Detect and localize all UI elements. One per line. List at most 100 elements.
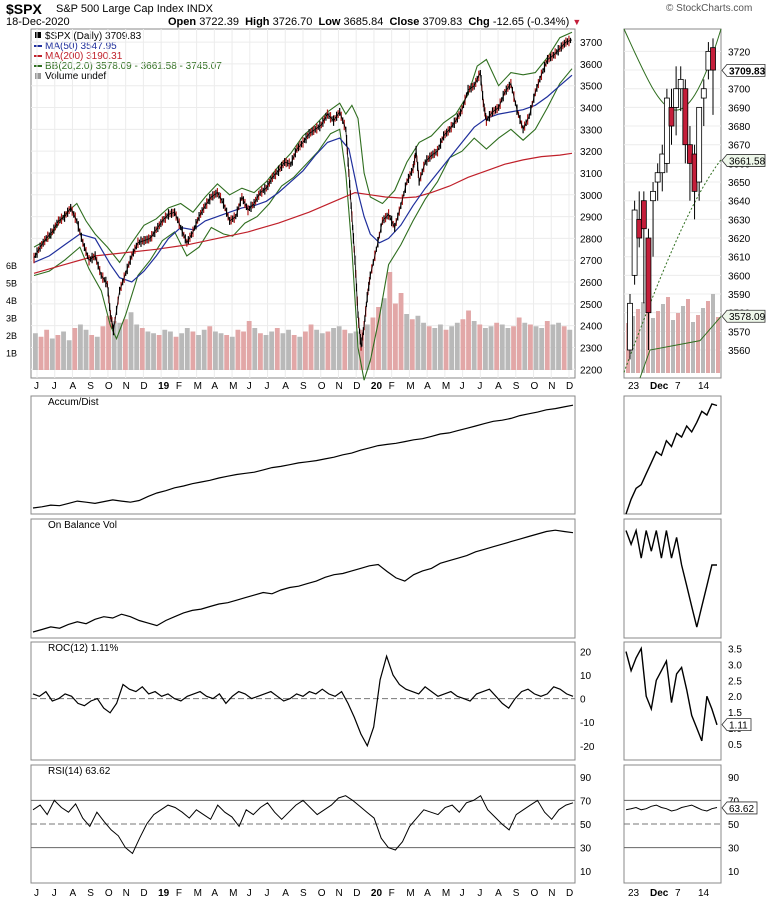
zoom-roc-y-tick-label: 1.5	[728, 708, 742, 719]
rsi-y-tick-label: 50	[580, 820, 592, 831]
roc-title: ROC(12) 1.11%	[48, 643, 119, 654]
legend-volume: Volume undef	[45, 71, 106, 82]
rsi-line	[32, 794, 574, 855]
volume-bar	[213, 331, 218, 370]
x-tick-label-bottom: M	[442, 888, 450, 899]
last-price-tag: 3709.83	[729, 66, 766, 77]
volume-bar	[353, 331, 359, 370]
y-tick-label: 3700	[580, 38, 603, 49]
volume-bar	[370, 317, 376, 370]
zoom-roc-y-tick-label: 3.5	[728, 644, 742, 655]
volume-bar	[494, 322, 500, 370]
volume-bar	[511, 326, 516, 370]
zoom-accum-dist-line	[625, 403, 718, 515]
zoom-candle-body	[645, 237, 652, 314]
zoom-frame-ad	[623, 395, 722, 515]
legend-price: $SPX (Daily) 3709.83	[45, 31, 142, 42]
bb-mid-tag-box	[721, 154, 766, 167]
zoom-volume-bar	[701, 308, 705, 373]
zoom-x-tick-label: 23	[628, 381, 640, 392]
zoom-volume-bar	[631, 316, 635, 373]
zoom-y-tick-label: 3700	[728, 85, 751, 96]
volume-bar	[376, 307, 381, 370]
volume-tick-label: 6B	[6, 261, 17, 271]
roc-y-tick-label: -20	[580, 742, 595, 753]
zoom-y-tick-label: 3640	[728, 197, 751, 208]
zoom-bb-lower	[639, 316, 722, 379]
x-tick-label: S	[87, 381, 94, 392]
x-tick-label-bottom: M	[406, 888, 414, 899]
volume-bar	[342, 329, 348, 370]
zoom-candle-body	[696, 106, 703, 183]
x-tick-label-bottom: J	[34, 888, 39, 899]
volume-bar	[117, 322, 123, 370]
zoom-y-tick-label: 3610	[728, 253, 751, 264]
y-tick-label: 2900	[580, 213, 603, 224]
open-value: 3722.39	[199, 16, 239, 28]
rsi-y-tick-label: 90	[580, 773, 592, 784]
zoom-candle-body	[640, 200, 647, 230]
volume-bar	[89, 335, 95, 370]
x-tick-label-bottom: M	[229, 888, 237, 899]
volume-bar	[184, 328, 190, 370]
zoom-roc-line	[625, 646, 718, 742]
zoom-x-tick-label: 14	[698, 381, 710, 392]
panel-frame-obv	[30, 518, 576, 639]
x-tick-label-bottom: A	[69, 888, 76, 899]
volume-bar	[286, 329, 291, 370]
x-tick-label: F	[389, 381, 395, 392]
volume-bar	[269, 331, 275, 370]
zoom-y-tick-label: 3650	[728, 178, 751, 189]
legend-ma200: MA(200) 3190.31	[45, 51, 123, 62]
volume-bar	[49, 338, 55, 370]
zoom-volume-bar	[716, 317, 720, 373]
x-tick-label: J	[460, 381, 465, 392]
close-label: Close	[389, 16, 420, 28]
volume-tick-label: 5B	[6, 279, 17, 289]
volume-bar	[544, 321, 550, 370]
volume-bar	[111, 321, 117, 370]
zoom-y-tick-label: 3690	[728, 103, 751, 114]
volume-bar	[556, 322, 561, 370]
volume-bar	[201, 329, 207, 370]
zoom-rsi-line	[625, 804, 718, 812]
y-tick-label: 2300	[580, 343, 603, 354]
x-tick-label: N	[123, 381, 130, 392]
zoom-roc-y-tick-label: 2.5	[728, 676, 742, 687]
volume-bar	[252, 328, 258, 370]
x-tick-label: J	[265, 381, 270, 392]
volume-bar	[567, 329, 573, 370]
legend-price-swatch	[35, 32, 41, 38]
zoom-y-tick-label: 3600	[728, 271, 751, 282]
x-tick-label: O	[105, 381, 113, 392]
x-tick-label-bottom: A	[424, 888, 431, 899]
x-tick-label: J	[34, 381, 39, 392]
x-tick-label-bottom: 19	[158, 888, 170, 899]
volume-bar	[297, 336, 303, 370]
zoom-y-tick-label: 3560	[728, 346, 751, 357]
obv-line	[32, 529, 574, 633]
zoom-y-tick-label: 3620	[728, 234, 751, 245]
volume-bar	[539, 328, 545, 370]
x-tick-label-bottom: N	[123, 888, 130, 899]
zoom-candle-body	[677, 78, 684, 90]
volume-bar	[319, 333, 325, 370]
rsi-y-tick-label: 70	[580, 796, 592, 807]
y-tick-label: 3100	[580, 169, 603, 180]
x-tick-label-bottom: N	[548, 888, 555, 899]
bollinger-upper-line	[33, 31, 573, 264]
zoom-volume-bar	[681, 306, 685, 373]
volume-bar	[196, 335, 201, 370]
volume-tick-label: 1B	[6, 349, 17, 359]
legend-ma50: MA(50) 3547.95	[45, 41, 117, 52]
x-tick-label-bottom: J	[52, 888, 57, 899]
zoom-rsi-tag: 63.62	[729, 804, 754, 815]
volume-bar	[190, 331, 196, 370]
close-value: 3709.83	[422, 16, 463, 28]
zoom-rsi-y-tick-label: 90	[728, 773, 740, 784]
volume-bar	[522, 322, 528, 370]
x-tick-label: D	[566, 381, 573, 392]
x-tick-label: 20	[371, 381, 383, 392]
volume-bar	[123, 319, 128, 370]
volume-bar	[83, 329, 89, 370]
